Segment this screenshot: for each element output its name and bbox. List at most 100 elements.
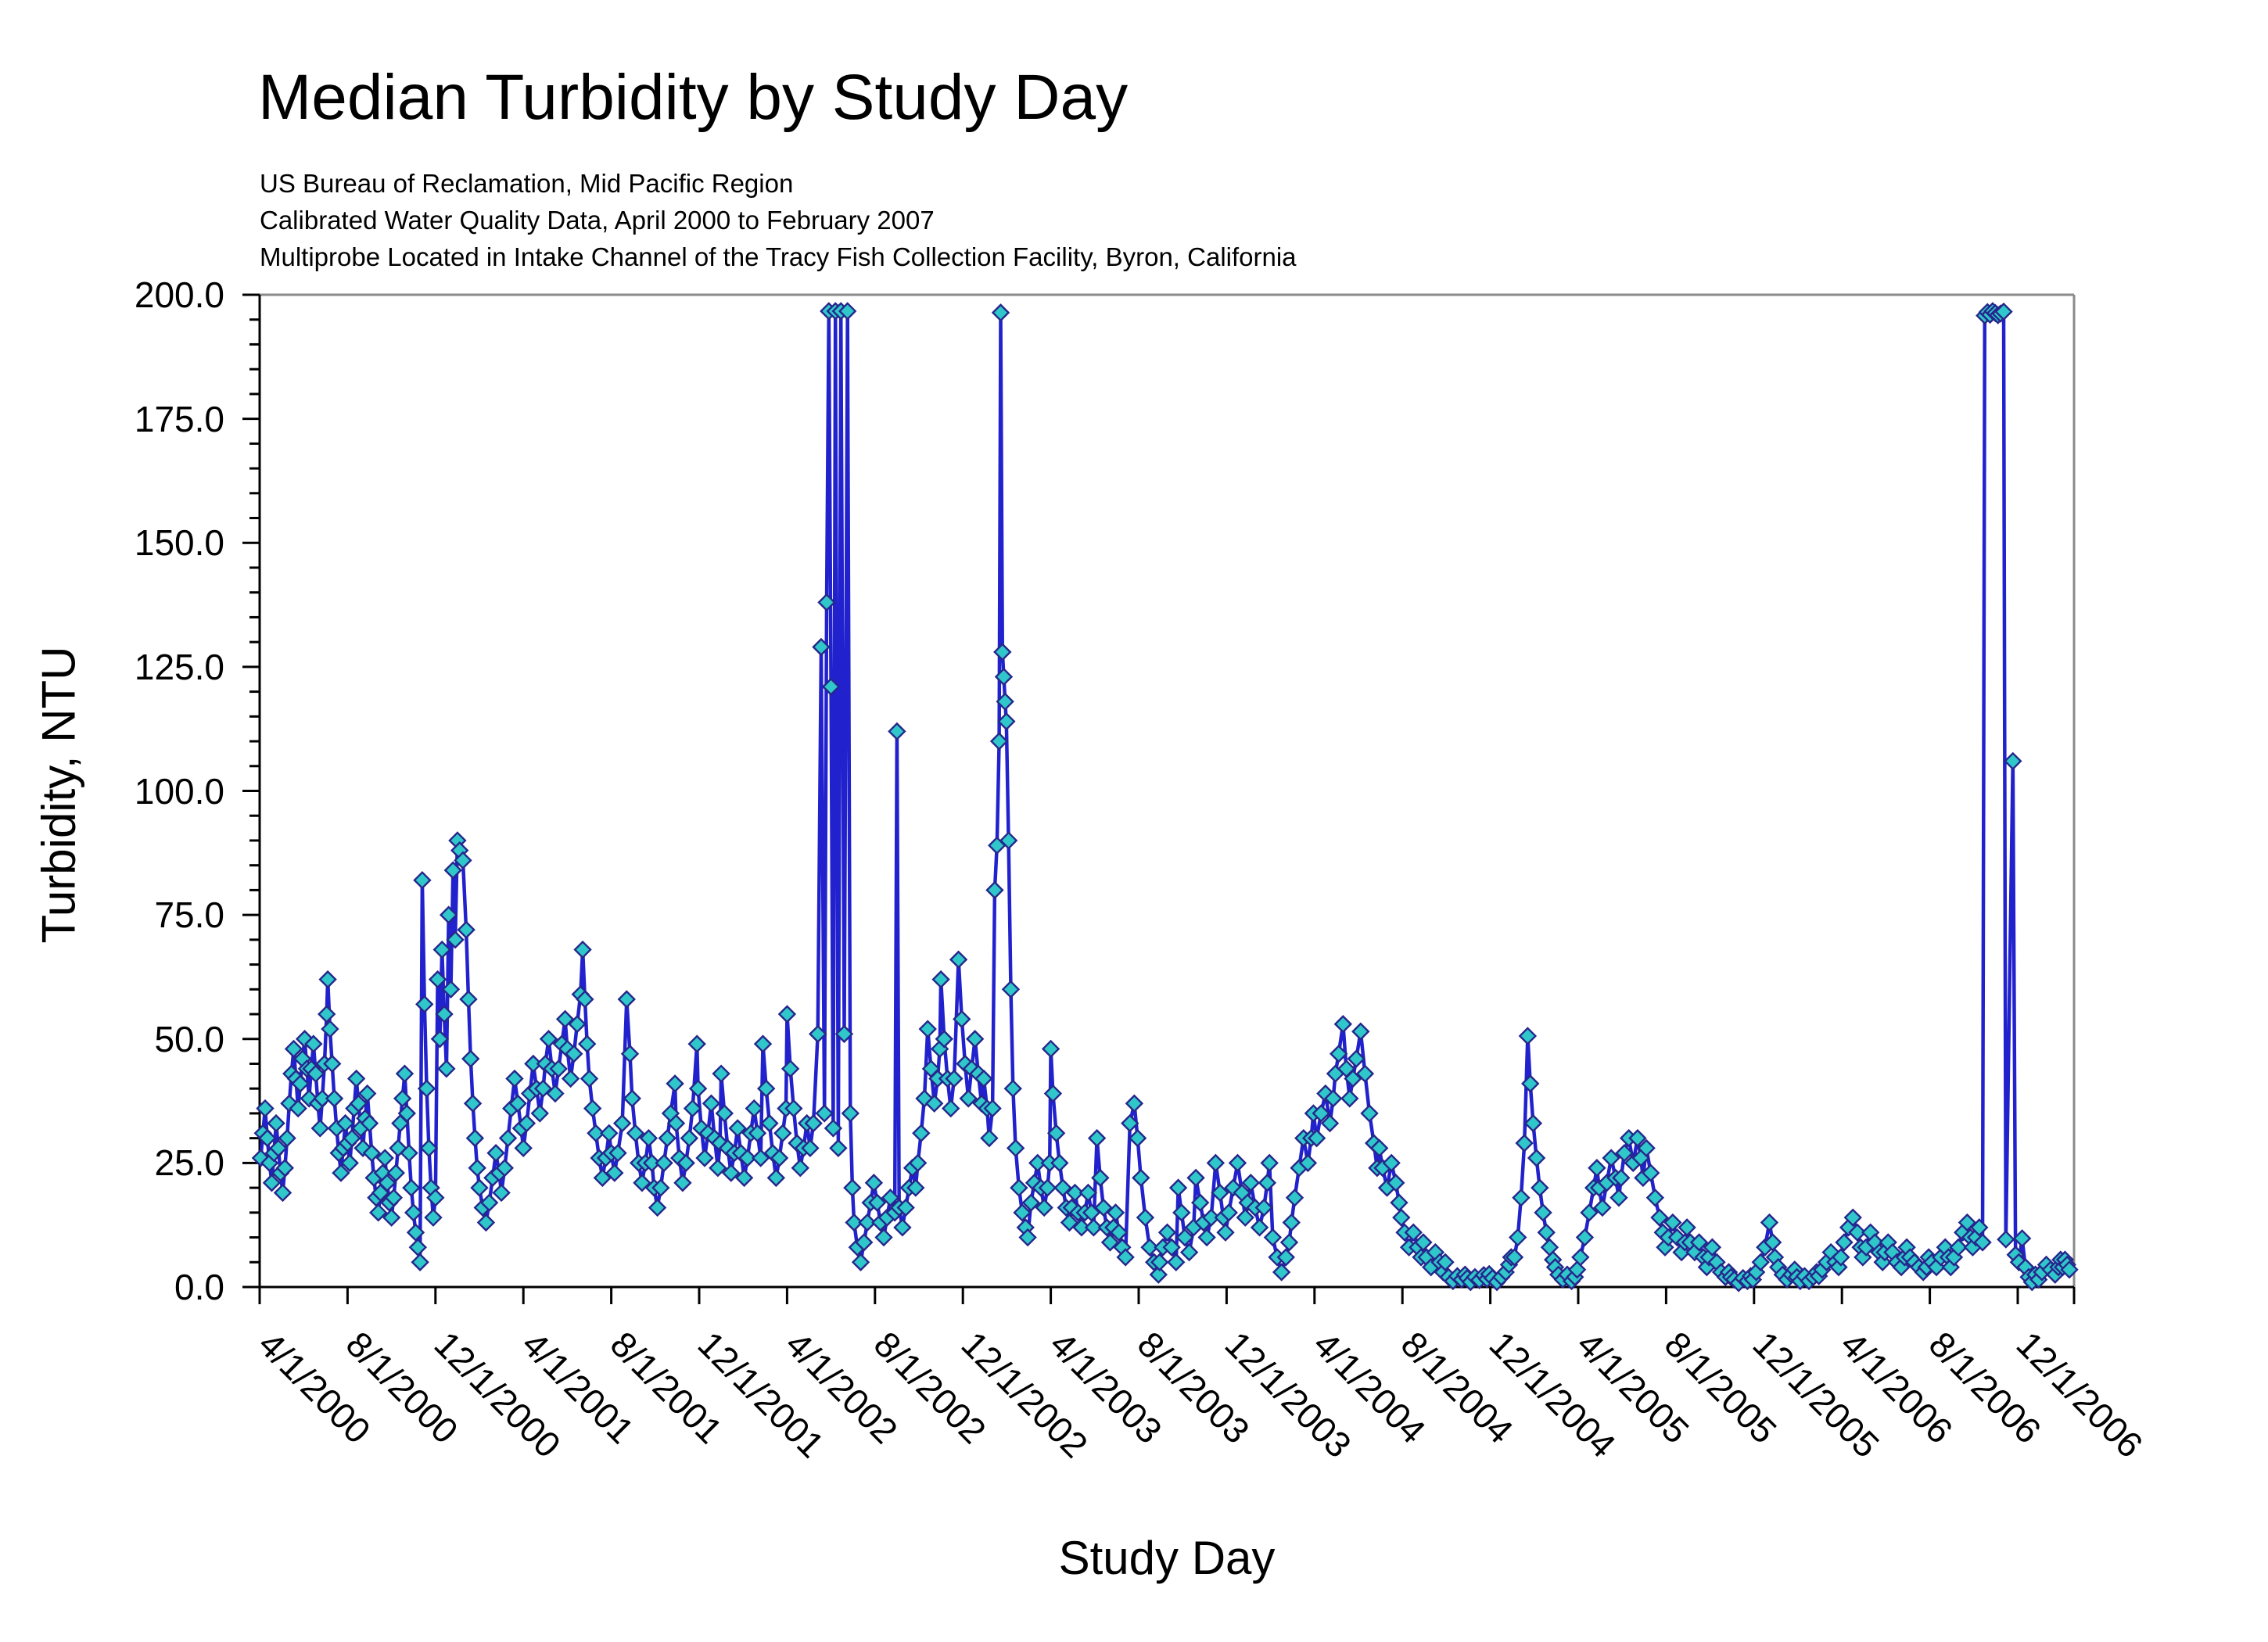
data-point-marker <box>417 1079 436 1098</box>
data-point-marker <box>1006 1138 1025 1158</box>
y-tick-label: 50.0 <box>154 1018 224 1059</box>
data-point-marker <box>1162 1238 1181 1257</box>
data-point-marker <box>306 1064 325 1083</box>
data-point-marker <box>549 1059 568 1078</box>
data-point-marker <box>702 1094 721 1113</box>
data-point-marker <box>801 1138 820 1158</box>
data-point-marker <box>1848 1223 1867 1242</box>
data-point-marker <box>258 1128 277 1148</box>
data-point-marker <box>1298 1153 1318 1173</box>
data-point-marker <box>321 1020 339 1038</box>
data-point-marker <box>908 1153 928 1173</box>
data-point-marker <box>748 1124 767 1143</box>
data-point-marker <box>1330 1045 1348 1063</box>
data-point-marker <box>486 1143 505 1163</box>
data-point-marker <box>273 1183 292 1203</box>
data-point-marker <box>605 1163 624 1182</box>
data-point-marker <box>906 1178 925 1197</box>
data-point-marker <box>781 1059 800 1078</box>
data-point-marker <box>313 1089 332 1108</box>
data-point-marker <box>651 1178 670 1197</box>
data-point-marker <box>1282 1213 1301 1232</box>
data-point-marker <box>256 1099 275 1118</box>
data-point-marker <box>382 1208 401 1227</box>
data-point-marker <box>728 1119 747 1138</box>
data-point-marker <box>1272 1263 1291 1282</box>
data-point-marker <box>546 1084 565 1103</box>
data-point-marker <box>1028 1153 1047 1173</box>
data-point-marker <box>346 1069 366 1088</box>
data-point-marker <box>1340 1089 1359 1108</box>
data-point-marker <box>1527 1149 1546 1167</box>
data-point-marker <box>1175 1228 1194 1247</box>
data-point-marker <box>278 1128 296 1148</box>
data-point-marker <box>1168 1178 1188 1197</box>
data-point-marker <box>454 851 472 870</box>
data-point-marker <box>310 1119 329 1138</box>
data-point-marker <box>463 1094 483 1113</box>
data-point-marker <box>753 1034 773 1053</box>
data-point-marker <box>1172 1203 1191 1222</box>
chart-subtitle-line-3: Multiprobe Located in Intake Channel of … <box>260 242 1297 271</box>
data-point-marker <box>587 1124 605 1143</box>
data-point-marker <box>360 1113 379 1133</box>
y-tick-label: 200.0 <box>134 274 224 315</box>
data-point-marker <box>1323 1089 1343 1108</box>
data-point-marker <box>1043 1084 1063 1103</box>
data-point-marker <box>397 1104 416 1123</box>
data-point-marker <box>1678 1218 1696 1237</box>
data-point-marker <box>340 1153 359 1173</box>
data-point-marker <box>1663 1213 1682 1232</box>
data-point-marker <box>432 940 451 959</box>
data-point-marker <box>289 1099 307 1118</box>
data-point-marker <box>817 593 836 612</box>
data-point-marker <box>1333 1015 1353 1034</box>
data-point-marker <box>1382 1153 1401 1173</box>
data-point-marker <box>1167 1253 1186 1271</box>
chart-subtitle-line-1: US Bureau of Reclamation, Mid Pacific Re… <box>260 169 794 198</box>
data-point-marker <box>406 1223 425 1242</box>
data-point-marker <box>1087 1128 1107 1148</box>
data-point-marker <box>841 1104 860 1123</box>
data-point-marker <box>1307 1128 1326 1148</box>
data-point-marker <box>791 1159 809 1178</box>
data-point-marker <box>415 995 434 1014</box>
data-point-marker <box>1523 1113 1543 1133</box>
data-point-marker <box>332 1163 350 1182</box>
data-point-marker <box>1699 1248 1718 1267</box>
data-point-marker <box>1615 1143 1634 1163</box>
data-point-marker <box>680 1128 699 1148</box>
data-point-marker <box>918 1020 937 1038</box>
data-point-marker <box>1518 1027 1538 1045</box>
data-point-marker <box>1125 1094 1144 1113</box>
data-point-marker <box>441 980 461 998</box>
data-point-marker <box>1534 1203 1552 1222</box>
data-point-marker <box>1186 1168 1205 1188</box>
data-point-marker <box>1206 1153 1226 1173</box>
data-point-marker <box>1531 1178 1549 1197</box>
data-point-marker <box>600 1124 619 1143</box>
data-point-marker <box>1241 1174 1261 1192</box>
data-point-marker <box>275 1159 295 1178</box>
data-point-marker <box>608 1143 627 1163</box>
data-point-marker <box>1835 1233 1854 1252</box>
data-point-marker <box>517 1113 536 1133</box>
data-point-marker <box>695 1149 714 1167</box>
data-point-marker <box>576 990 594 1009</box>
data-point-marker <box>1703 1238 1722 1257</box>
data-point-marker <box>1110 1223 1129 1242</box>
data-point-marker <box>949 950 968 969</box>
data-point-marker <box>583 1099 602 1118</box>
data-point-marker <box>505 1069 524 1088</box>
data-point-marker <box>1347 1049 1365 1068</box>
data-point-marker <box>304 1034 323 1053</box>
data-point-marker <box>1602 1149 1620 1167</box>
data-point-marker <box>465 1128 485 1148</box>
data-point-marker <box>1751 1253 1770 1271</box>
data-point-marker <box>514 1138 533 1158</box>
data-point-marker <box>476 1213 496 1232</box>
data-point-marker <box>959 1089 978 1108</box>
data-point-marker <box>874 1228 893 1247</box>
data-point-marker <box>323 1054 342 1074</box>
data-point-marker <box>262 1174 282 1192</box>
